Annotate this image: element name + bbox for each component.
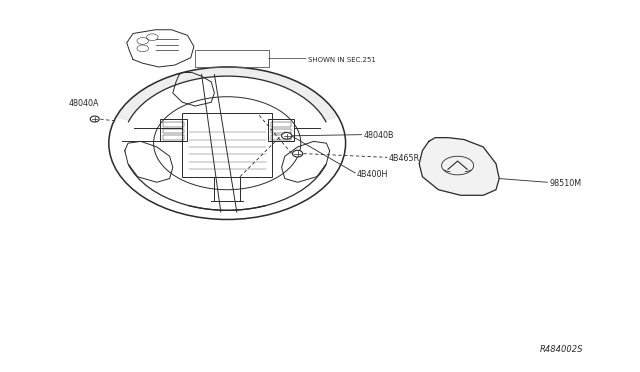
Text: SHOWN IN SEC.251: SHOWN IN SEC.251 [308,57,376,62]
Bar [163,122,184,127]
Bar [160,119,187,141]
Text: 98510M: 98510M [549,179,581,187]
Bar [163,135,184,140]
Text: 4B400H: 4B400H [357,170,388,179]
Bar [195,50,269,67]
Bar [271,135,291,140]
Ellipse shape [292,150,303,157]
Text: 48040A: 48040A [69,99,100,108]
Ellipse shape [282,132,292,139]
Ellipse shape [90,116,99,122]
Bar [268,119,294,141]
Text: 4B465R: 4B465R [389,154,420,163]
Bar [182,113,272,177]
Text: 48040B: 48040B [364,131,394,140]
Polygon shape [419,138,499,195]
Polygon shape [116,67,339,120]
Bar [163,129,184,133]
Bar [271,122,291,127]
Text: R484002S: R484002S [540,345,583,354]
Bar [271,129,291,133]
